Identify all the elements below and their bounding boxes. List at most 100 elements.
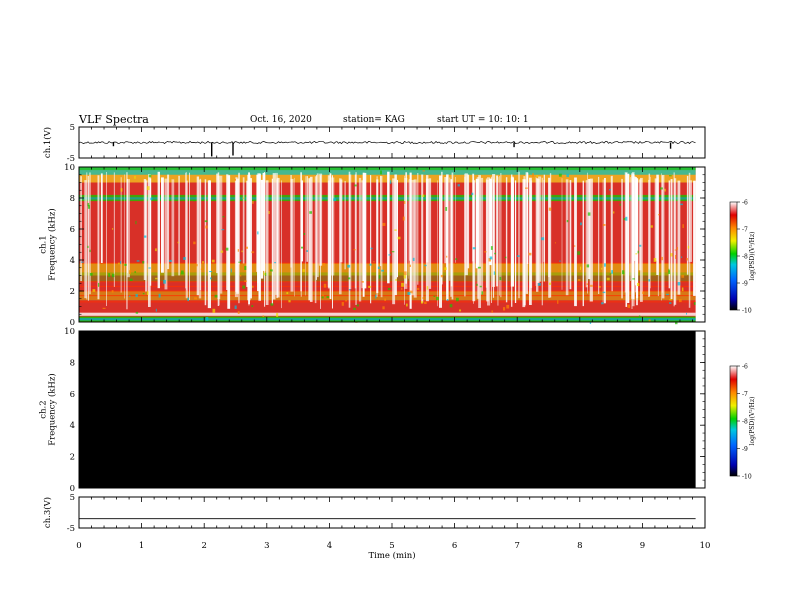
spectrogram-speckle bbox=[378, 275, 381, 279]
spectrogram-streak bbox=[161, 177, 164, 273]
spectrogram-streak bbox=[329, 173, 332, 299]
spectrogram-speckle bbox=[270, 303, 274, 306]
spectrogram-speckle bbox=[433, 295, 436, 297]
spectrogram-streak bbox=[376, 179, 379, 294]
y-tick-label: 6 bbox=[70, 225, 75, 235]
spectrogram-speckle bbox=[403, 271, 407, 276]
spectrogram-speckle bbox=[666, 293, 669, 296]
spectrogram-streak bbox=[635, 177, 637, 286]
spectrogram-speckle bbox=[421, 301, 424, 304]
spectrogram-speckle bbox=[112, 228, 114, 230]
spectrogram-speckle bbox=[177, 241, 179, 244]
spectrogram-speckle bbox=[205, 225, 208, 229]
y-tick-label: 0 bbox=[70, 484, 75, 494]
spectrogram-speckle bbox=[220, 250, 224, 253]
x-tick-label: 10 bbox=[700, 541, 711, 551]
spectrogram-speckle bbox=[326, 296, 329, 299]
x-tick-label: 5 bbox=[389, 541, 394, 551]
spectrogram-speckle bbox=[599, 286, 601, 288]
spectrogram-streak bbox=[648, 173, 651, 297]
start-time-label: start UT = 10: 10: 1 bbox=[437, 115, 529, 125]
spectrogram-speckle bbox=[252, 285, 254, 288]
spectrogram-speckle bbox=[459, 309, 461, 312]
spectrogram-speckle bbox=[341, 302, 344, 306]
spectrogram-streak bbox=[588, 179, 591, 280]
spectrogram-speckle bbox=[381, 269, 384, 272]
spectrogram-speckle bbox=[609, 273, 611, 275]
spectrogram-streak bbox=[167, 174, 170, 270]
spectrogram-streak bbox=[362, 172, 365, 297]
spectrogram-speckle bbox=[426, 286, 429, 290]
spectrogram-streak bbox=[569, 180, 572, 290]
spectrogram-speckle bbox=[245, 246, 248, 249]
spectrogram-streak bbox=[657, 176, 659, 297]
spectrogram-speckle bbox=[333, 198, 337, 202]
spectrogram-streak bbox=[480, 177, 484, 295]
spectrogram-streak bbox=[631, 172, 635, 307]
spectrogram-speckle bbox=[650, 225, 653, 228]
spectrogram-speckle bbox=[554, 242, 556, 244]
spectrogram-streak bbox=[331, 177, 335, 276]
spectrogram-speckle bbox=[504, 256, 507, 259]
ch2-spectrogram bbox=[79, 331, 696, 488]
spectrogram-speckle bbox=[136, 260, 140, 262]
x-tick-label: 7 bbox=[514, 541, 519, 551]
spectrogram-speckle bbox=[402, 216, 405, 221]
spectrogram-streak bbox=[478, 175, 481, 308]
spectrogram-streak bbox=[145, 180, 147, 261]
spectrogram-streak bbox=[549, 173, 552, 298]
spectrogram-speckle bbox=[345, 299, 347, 302]
spectrogram-streak bbox=[688, 172, 691, 308]
spectrogram-streak bbox=[464, 173, 468, 276]
spectrogram-speckle bbox=[303, 232, 306, 235]
spectrogram-speckle bbox=[209, 271, 213, 273]
spectrogram-speckle bbox=[687, 245, 690, 249]
y-axis-label: ch.1 bbox=[39, 235, 49, 253]
spectrogram-streak bbox=[409, 179, 411, 261]
spectrogram-streak bbox=[649, 176, 651, 289]
spectrogram-speckle bbox=[479, 285, 482, 288]
spectrogram-streak bbox=[673, 172, 675, 307]
spectrogram-speckle bbox=[635, 253, 638, 255]
spectrogram-streak bbox=[294, 177, 295, 297]
spectrogram-speckle bbox=[627, 304, 631, 308]
spectrogram-speckle bbox=[586, 264, 590, 268]
spectrogram-streak bbox=[204, 179, 207, 306]
spectrogram-speckle bbox=[403, 275, 407, 279]
spectrogram-streak bbox=[661, 175, 665, 299]
spectrogram-speckle bbox=[147, 291, 149, 295]
spectrogram-streak bbox=[526, 172, 529, 264]
spectrogram-streak bbox=[485, 178, 488, 288]
spectrogram-speckle bbox=[436, 296, 439, 301]
spectrogram-speckle bbox=[401, 282, 404, 287]
spectrogram-speckle bbox=[135, 311, 139, 314]
spectrogram-streak bbox=[630, 177, 631, 281]
spectrogram-speckle bbox=[422, 194, 425, 197]
spectrogram-streak bbox=[126, 179, 130, 278]
spectrogram-streak bbox=[308, 178, 311, 301]
spectrogram-speckle bbox=[187, 297, 189, 302]
spectrogram-streak bbox=[627, 173, 630, 303]
spectrogram-streak bbox=[587, 172, 588, 294]
spectrogram-streak bbox=[449, 177, 451, 281]
spectrogram-speckle bbox=[658, 214, 660, 216]
spectrogram-streak bbox=[451, 172, 454, 300]
spectrogram-speckle bbox=[257, 231, 259, 235]
y-tick-label: 5 bbox=[70, 123, 75, 133]
spectrogram-streak bbox=[638, 179, 642, 271]
spectrogram-speckle bbox=[276, 313, 279, 317]
spectrogram-speckle bbox=[128, 270, 131, 275]
spectrogram-streak bbox=[124, 174, 125, 299]
spectrogram-speckle bbox=[493, 271, 495, 275]
spectrogram-speckle bbox=[211, 259, 215, 263]
spectrogram-speckle bbox=[240, 274, 242, 277]
spectrogram-speckle bbox=[361, 281, 364, 283]
x-tick-label: 1 bbox=[139, 541, 144, 551]
spectrogram-speckle bbox=[242, 285, 246, 289]
spectrogram-streak bbox=[226, 174, 229, 290]
spectrogram-streak bbox=[500, 173, 502, 298]
spectrogram-streak bbox=[309, 176, 313, 302]
spectrogram-speckle bbox=[494, 252, 496, 255]
spectrogram-speckle bbox=[349, 289, 351, 291]
x-tick-label: 6 bbox=[452, 541, 457, 551]
